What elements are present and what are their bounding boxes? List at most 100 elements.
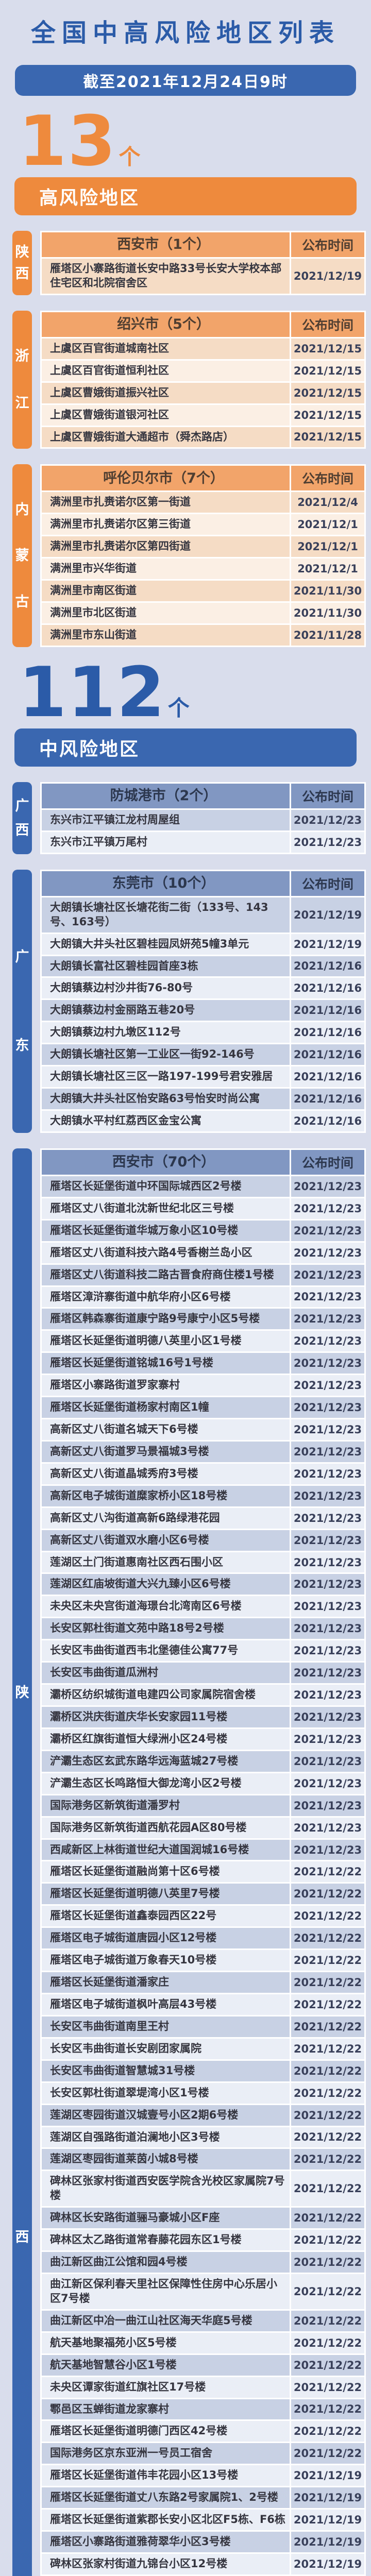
province-label: 陕西 [12,231,32,295]
area-cell: 未央区未央宫街道海璟台北湾南区6号楼 [42,1596,290,1617]
risk-area-row: 大朗镇长塘社区长塘花街二街（133号、143号、163号） 2021/12/19 [42,897,364,933]
area-cell: 鄠邑区玉蝉街道龙家寨村 [42,2399,290,2420]
risk-area-row: 东兴市江平镇江龙村周屋组 2021/12/23 [42,809,364,831]
area-cell: 雁塔区长延堡街道明德八英里小区1号楼 [42,1331,290,1352]
area-cell: 高新区丈八街道名城天下6号楼 [42,1419,290,1440]
publish-date-cell: 2021/12/16 [291,978,364,999]
area-cell: 国际港务区京东亚洲一号员工宿舍 [42,2443,290,2464]
risk-area-row: 雁塔区长延堡街道紫郡长安小区北区F5栋、F6栋 2021/12/19 [42,2510,364,2531]
publish-date-cell: 2021/12/19 [291,2553,364,2574]
area-cell: 雁塔区长延堡街道华城万象小区10号楼 [42,1220,290,1241]
area-cell: 雁塔区小寨路街道长安中路33号长安大学校本部住宅区和北院宿舍区 [42,259,290,294]
publish-date-cell: 2021/12/15 [291,360,364,381]
risk-area-row: 满洲里市扎赉诺尔区第四街道 2021/12/1 [42,536,364,557]
risk-area-row: 雁塔区丈八街道北沈新世纪北区三号楼 2021/12/23 [42,1198,364,1219]
publish-date-cell: 2021/12/16 [291,1022,364,1043]
province-label-char: 西 [15,266,29,282]
publish-date-cell: 2021/12/23 [291,1618,364,1639]
area-cell: 雁塔区电子城街道万象春天10号楼 [42,1950,290,1971]
risk-area-row: 上虞区百官街道城南社区 2021/12/15 [42,338,364,359]
publish-date-cell: 2021/12/23 [291,1596,364,1617]
publish-date-cell: 2021/12/22 [291,2016,364,2037]
publish-date-cell: 2021/12/23 [291,1176,364,1197]
publish-date-cell: 2021/11/30 [291,603,364,623]
province-label-char: 浙 [15,348,29,365]
risk-area-row: 灞桥区红旗街道恒大绿洲小区24号楼 2021/12/23 [42,1728,364,1750]
medium-risk-banner: 中风险地区 [14,728,357,767]
area-cell: 高新区丈八街道罗马景福城3号楼 [42,1441,290,1462]
area-cell: 大朗镇蔡边村沙井街76-80号 [42,978,290,999]
risk-area-row: 大朗镇大井头社区碧桂园凤妍苑5幢3单元 2021/12/19 [42,934,364,955]
risk-area-row: 高新区丈八沟街道高新6路绿港花园 2021/12/23 [42,1507,364,1529]
publish-date-cell: 2021/12/4 [291,492,364,513]
area-cell: 东兴市江平镇江龙村周屋组 [42,809,290,831]
publish-date-cell: 2021/12/19 [291,2510,364,2531]
publish-date-cell: 2021/12/19 [291,2487,364,2509]
risk-area-row: 长安区韦曲街道南里王村 2021/12/22 [42,2016,364,2037]
risk-area-row: 莲湖区红庙坡街道大兴九臻小区6号楼 2021/12/23 [42,1574,364,1595]
publish-date-cell: 2021/12/22 [291,2252,364,2273]
publish-date-cell: 2021/12/19 [291,2465,364,2486]
risk-area-row: 国际港务区京东亚洲一号员工宿舍 2021/12/22 [42,2443,364,2464]
risk-area-table: 呼伦贝尔市（7个） 公布时间 满洲里市扎赉诺尔区第一街道 2021/12/4 满洲里市扎… [40,464,366,647]
area-cell: 莲湖区枣园街道汉城壹号小区2期6号楼 [42,2105,290,2126]
publish-date-cell: 2021/12/22 [291,2127,364,2148]
risk-area-row: 长安区韦曲街道瓜洲村 2021/12/23 [42,1663,364,1684]
risk-area-row: 莲湖区自强路街道泊澜地小区3号楼 2021/12/22 [42,2127,364,2148]
publish-date-cell: 2021/12/23 [291,1375,364,1396]
area-cell: 碑林区长安路街道骊马豪城小区F座 [42,2208,290,2229]
high-risk-banner-label: 高风险地区 [39,188,140,209]
risk-area-row: 满洲里市南区街道 2021/11/30 [42,581,364,602]
province-label-char: 广 [15,798,29,814]
area-cell: 满洲里市南区街道 [42,581,290,602]
province-label-char: 古 [15,594,29,610]
publish-date-cell: 2021/12/22 [291,2377,364,2398]
risk-area-row: 长安区韦曲街道长安剧团家属院 2021/12/22 [42,2038,364,2059]
publish-date-cell: 2021/12/22 [291,1950,364,1971]
area-cell: 曲江新区曲江公馆和园4号楼 [42,2252,290,2273]
area-cell: 满洲里市东山街道 [42,624,290,646]
risk-area-row: 上虞区曹娥街道大通超市（舜杰路店） 2021/12/15 [42,427,364,448]
risk-area-row: 雁塔区电子城街道万象春天10号楼 2021/12/22 [42,1950,364,1971]
publish-date-cell: 2021/12/23 [291,1574,364,1595]
publish-date-cell: 2021/12/23 [291,1331,364,1352]
publish-date-cell: 2021/12/16 [291,1089,364,1109]
area-cell: 上虞区曹娥街道大通超市（舜杰路店） [42,427,290,448]
province-label-char: 江 [15,395,29,411]
risk-area-row: 高新区丈八街道双水磨小区6号楼 2021/12/23 [42,1530,364,1551]
publish-date-cell: 2021/12/23 [291,1685,364,1706]
risk-area-row: 莲湖区枣园街道汉城壹号小区2期6号楼 2021/12/22 [42,2105,364,2126]
area-cell: 碑林区太乙路街道常春藤花园东区1号楼 [42,2230,290,2251]
risk-area-row: 长安区郭杜街道文苑中路18号2号楼 2021/12/23 [42,1618,364,1639]
area-cell: 未央区谭家街道红旗社区17号楼 [42,2377,290,2398]
table-header-row: 防城港市（2个） 公布时间 [42,783,364,808]
area-cell: 大朗镇长塘社区第一工业区一街92-146号 [42,1044,290,1065]
area-cell: 浐灞生态区长鸣路恒大御龙湾小区2号楼 [42,1773,290,1794]
risk-area-row: 满洲里市扎赉诺尔区第三街道 2021/12/1 [42,514,364,535]
risk-area-row: 未央区未央宫街道海璟台北湾南区6号楼 2021/12/23 [42,1596,364,1617]
area-cell: 雁塔区丈八街道北沈新世纪北区三号楼 [42,1198,290,1219]
province-block: 广东东莞市（10个） 公布时间 大朗镇长塘社区长塘花街二街（133号、143号、16… [0,869,371,1133]
area-cell: 大朗镇蔡边村金丽路五巷20号 [42,1000,290,1021]
table-header-row: 绍兴市（5个） 公布时间 [42,312,364,337]
publish-date-cell: 2021/12/23 [291,1530,364,1551]
risk-area-row: 雁塔区小寨路街道长安中路33号长安大学校本部住宅区和北院宿舍区 2021/12/1… [42,259,364,294]
risk-area-row: 鄠邑区玉蝉街道龙家寨村 2021/12/22 [42,2399,364,2420]
publish-date-cell: 2021/12/1 [291,536,364,557]
risk-area-table: 绍兴市（5个） 公布时间 上虞区百官街道城南社区 2021/12/15 上虞区百官街道恒… [40,310,366,449]
risk-area-row: 曲江新区保利春天里社区保障性住房中心乐居小区7号楼 2021/12/22 [42,2274,364,2309]
table-header-row: 东莞市（10个） 公布时间 [42,871,364,896]
area-cell: 长安区韦曲街道西韦北堡德佳公寓77号 [42,1640,290,1662]
area-cell: 雁塔区电子城街道枫叶高层43号楼 [42,1994,290,2015]
risk-area-row: 雁塔区长延堡街道明德八英里7号楼 2021/12/22 [42,1884,364,1905]
publish-date-cell: 2021/12/22 [291,1884,364,1905]
publish-date-cell: 2021/12/22 [291,2354,364,2376]
medium-risk-count-number: 112 [19,652,166,733]
publish-date-cell: 2021/12/23 [291,1817,364,1838]
publish-date-cell: 2021/12/22 [291,2274,364,2309]
publish-time-header: 公布时间 [291,871,364,896]
publish-date-cell: 2021/12/23 [291,1773,364,1794]
risk-area-row: 大朗镇蔡边村沙井街76-80号 2021/12/16 [42,978,364,999]
publish-time-header: 公布时间 [291,783,364,808]
